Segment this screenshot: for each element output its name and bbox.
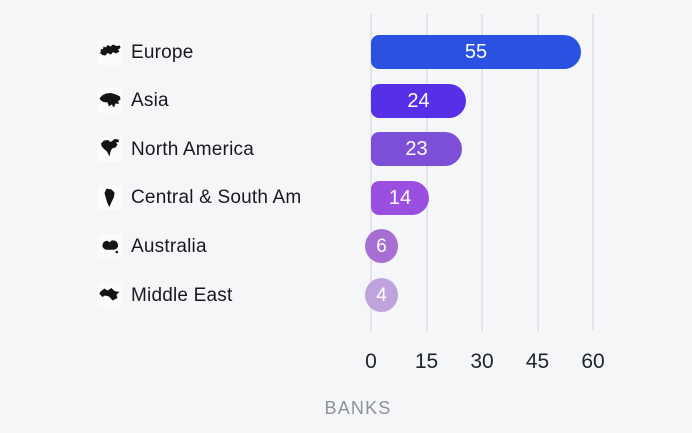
bar-value-label: 4 [376,284,387,306]
chart-row: Asia [97,84,359,118]
gridline [481,14,483,331]
x-tick-label: 0 [365,350,377,373]
bar-value-label: 14 [388,186,412,209]
bar-europe: 55 [371,35,581,69]
chart-row: Central & South Am [97,181,359,215]
category-label: Australia [131,235,207,257]
australia-continent-icon [97,233,122,259]
category-label: Asia [131,90,169,112]
chart-row: Europe [97,35,359,69]
gridline [536,14,539,331]
x-tick-label: 60 [581,350,605,373]
south-america-continent-icon [97,185,122,211]
bar-middle-east: 4 [365,278,398,312]
bar-north-america: 23 [371,132,462,167]
bar-asia: 24 [371,83,466,118]
bar-value-label: 55 [464,41,488,63]
bar-australia: 6 [365,229,398,264]
europe-continent-icon [97,39,122,65]
asia-continent-icon [97,88,122,114]
middle-east-continent-icon [97,282,122,308]
gridline [592,14,594,331]
gridline [370,14,372,331]
x-tick-label: 15 [414,350,439,373]
bar-central-south-am: 14 [371,180,429,215]
category-label: Central & South Am [131,187,302,209]
chart-row: North America [97,132,359,166]
chart-row: Australia [97,229,359,263]
category-label: Europe [131,41,194,63]
category-label: Middle East [131,284,233,306]
x-tick-label: 30 [470,350,494,373]
north-america-continent-icon [97,136,122,162]
bar-value-label: 23 [405,138,428,161]
x-axis-title: BANKS [324,398,392,418]
gridline [425,14,428,331]
x-tick-label: 45 [525,350,550,373]
chart-row: Middle East [97,278,359,312]
bar-value-label: 24 [407,89,430,112]
category-label: North America [131,138,254,160]
bar-value-label: 6 [376,235,387,257]
